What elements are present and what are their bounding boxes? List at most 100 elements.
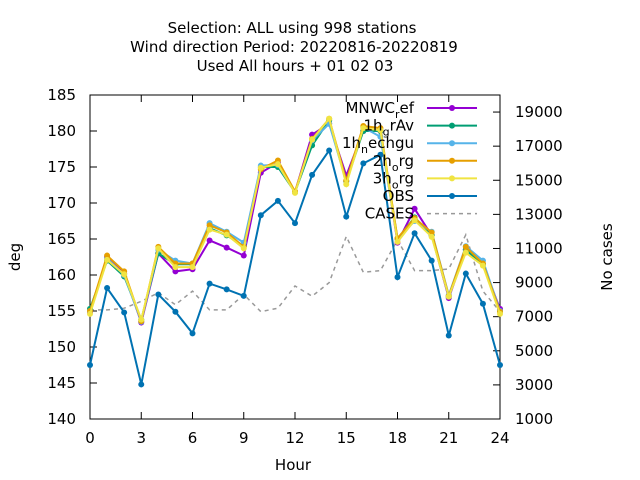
data-point-3h-org bbox=[479, 262, 486, 269]
series-line-obs bbox=[89, 148, 501, 385]
data-point-3h-org bbox=[189, 264, 196, 271]
data-point-3h-org bbox=[360, 125, 367, 132]
legend-label: 3horg bbox=[373, 169, 414, 191]
data-point-3h-org bbox=[206, 226, 213, 233]
data-point-obs bbox=[240, 292, 247, 299]
data-point-obs bbox=[87, 362, 93, 368]
data-point-obs bbox=[138, 381, 145, 388]
y-tick-label: 145 bbox=[47, 374, 76, 392]
x-tick-label: 24 bbox=[490, 429, 509, 447]
y2-tick-label: 13000 bbox=[515, 205, 563, 223]
data-point-3h-org bbox=[428, 233, 435, 240]
data-point-obs bbox=[155, 291, 162, 298]
data-point-obs bbox=[189, 330, 196, 337]
data-point-3h-org bbox=[292, 189, 298, 196]
data-point-obs bbox=[172, 308, 179, 315]
data-point-obs bbox=[104, 284, 111, 291]
legend-marker bbox=[449, 105, 455, 111]
y2-tick-label: 17000 bbox=[515, 137, 563, 155]
data-point-obs bbox=[121, 309, 128, 316]
y-tick-label: 180 bbox=[47, 122, 76, 140]
y-tick-label: 170 bbox=[47, 194, 76, 212]
series-layer bbox=[87, 115, 503, 388]
y2-tick-label: 5000 bbox=[515, 342, 553, 360]
data-point-3h-org bbox=[257, 164, 264, 171]
legend-marker bbox=[449, 175, 455, 182]
data-point-obs bbox=[462, 270, 469, 277]
data-point-3h-org bbox=[274, 161, 281, 168]
data-point-obs bbox=[309, 171, 316, 178]
legend-label: 1hgrAv bbox=[364, 117, 415, 139]
title-line-3: Used All hours + 01 02 03 bbox=[197, 57, 394, 75]
data-point-3h-org bbox=[377, 127, 384, 134]
data-point-mnwc-ref bbox=[240, 252, 247, 259]
data-point-3h-org bbox=[104, 256, 111, 263]
data-point-obs bbox=[377, 151, 384, 158]
legend-label: CASES bbox=[365, 205, 414, 223]
x-tick-label: 21 bbox=[439, 429, 458, 447]
data-point-3h-org bbox=[497, 310, 503, 317]
legend-label: MNWCref bbox=[345, 99, 414, 121]
y2-tick-label: 11000 bbox=[515, 239, 563, 257]
data-point-3h-org bbox=[223, 231, 230, 238]
y2-axis-label: No cases bbox=[598, 223, 616, 291]
data-point-obs bbox=[394, 274, 401, 281]
data-point-mnwc-ref bbox=[172, 268, 179, 275]
data-point-3h-org bbox=[326, 115, 333, 122]
series-line-cases bbox=[90, 232, 501, 313]
title-line-1: Selection: ALL using 998 stations bbox=[168, 19, 417, 37]
y-tick-label: 185 bbox=[47, 86, 76, 104]
x-tick-label: 9 bbox=[239, 429, 249, 447]
data-point-obs bbox=[360, 160, 367, 167]
data-point-obs bbox=[206, 280, 213, 287]
data-point-obs bbox=[274, 197, 281, 204]
legend-label: OBS bbox=[383, 187, 414, 205]
legend-label: 2horg bbox=[373, 152, 414, 174]
data-point-2h-org bbox=[104, 252, 111, 259]
data-point-3h-org bbox=[121, 271, 128, 278]
data-point-obs bbox=[292, 220, 298, 227]
y-tick-label: 150 bbox=[47, 338, 76, 356]
y2-tick-label: 9000 bbox=[515, 274, 553, 292]
x-tick-label: 0 bbox=[85, 429, 95, 447]
data-point-3h-org bbox=[343, 181, 350, 188]
data-point-mnwc-ref bbox=[223, 244, 230, 251]
x-tick-label: 6 bbox=[188, 429, 198, 447]
data-point-obs bbox=[428, 257, 435, 264]
data-point-obs bbox=[479, 300, 486, 307]
legend-marker bbox=[449, 157, 455, 164]
title-line-2: Wind direction Period: 20220816-20220819 bbox=[130, 38, 458, 56]
y-tick-label: 155 bbox=[47, 302, 76, 320]
y-axis-label: deg bbox=[6, 243, 24, 271]
legend-label: 1hnechgu bbox=[342, 134, 414, 156]
chart-title: Selection: ALL using 998 stations Wind d… bbox=[130, 19, 458, 75]
data-point-obs bbox=[257, 212, 264, 219]
y2-tick-label: 7000 bbox=[515, 308, 553, 326]
y2-tick-label: 15000 bbox=[515, 171, 563, 189]
x-tick-label: 18 bbox=[388, 429, 407, 447]
y-tick-label: 175 bbox=[47, 158, 76, 176]
data-point-3h-org bbox=[155, 245, 162, 252]
y2-tick-label: 1000 bbox=[515, 410, 553, 428]
data-point-obs bbox=[445, 332, 452, 339]
data-point-3h-org bbox=[445, 293, 452, 300]
data-point-3h-org bbox=[172, 264, 179, 271]
data-point-3h-org bbox=[394, 238, 401, 245]
data-point-3h-org bbox=[411, 217, 418, 224]
tick-layer: 0 3 6 9 12 15 18 21 24 140 145 150 155 160 165 170 175 18… bbox=[47, 86, 562, 447]
x-tick-label: 3 bbox=[136, 429, 146, 447]
data-point-obs bbox=[497, 362, 503, 368]
data-point-3h-org bbox=[309, 136, 316, 143]
data-point-obs bbox=[326, 147, 333, 154]
y-tick-label: 165 bbox=[47, 230, 76, 248]
legend-marker bbox=[449, 140, 455, 147]
data-point-mnwc-ref bbox=[411, 205, 418, 212]
x-axis-label: Hour bbox=[275, 456, 312, 474]
data-point-3h-org bbox=[462, 249, 469, 256]
y-tick-label: 140 bbox=[47, 410, 76, 428]
data-point-3h-org bbox=[87, 310, 93, 317]
data-point-obs bbox=[411, 230, 418, 237]
legend-marker bbox=[449, 193, 455, 199]
